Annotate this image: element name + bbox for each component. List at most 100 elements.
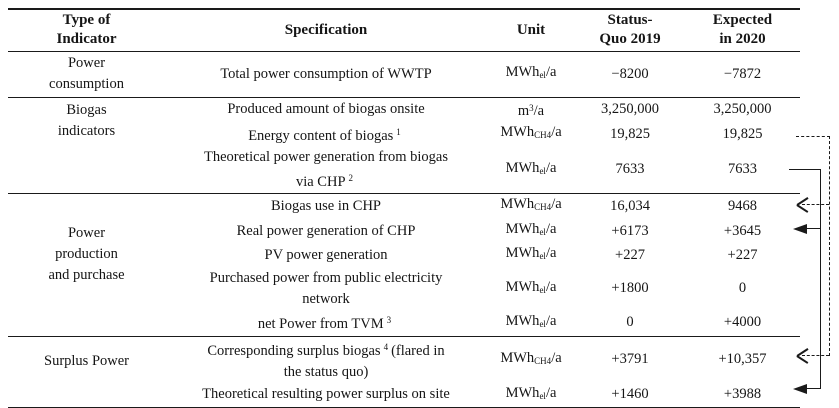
footnote-marker: 2 — [348, 172, 354, 183]
spec-cell: Theoretical power generation from biogas… — [165, 147, 487, 194]
unit-tail: /a — [545, 312, 557, 329]
unit-tail: /a — [551, 196, 562, 213]
section-power-production-and-purchase: Power production and purchase Biogas use… — [8, 193, 800, 336]
spec-cell: Biogas use in CHP — [165, 193, 487, 219]
spec-cell: Theoretical resulting power surplus on s… — [165, 383, 487, 408]
col-header-unit: Unit — [516, 21, 546, 38]
table-row: Theoretical resulting power surplus on s… — [8, 383, 800, 408]
unit-tail: /a — [545, 159, 557, 176]
solid-arrow-branch-line — [805, 388, 821, 389]
value-2019-cell: −8200 — [611, 65, 649, 82]
value-2019-cell: 19,825 — [610, 125, 650, 142]
unit-tail: /a — [545, 278, 557, 295]
table-row: Purchased power from public electricity … — [8, 267, 800, 310]
value-2019-cell: +1800 — [611, 280, 649, 296]
value-2019-cell: +3791 — [611, 351, 649, 367]
unit-superscript: 3 — [529, 102, 534, 113]
spec-text: Real power generation of CHP — [236, 222, 416, 239]
spec-tail-text: (flared in the status quo) — [283, 342, 445, 380]
unit-tail: /a — [551, 124, 562, 140]
indicator-cell: Surplus Power — [44, 353, 129, 369]
unit-text: m — [517, 102, 530, 119]
solid-arrow-branch-line — [805, 228, 821, 229]
value-2019-cell: 3,250,000 — [601, 101, 659, 117]
unit-tail: /a — [533, 102, 545, 119]
spec-text: Total power consumption of WWTP — [220, 65, 432, 82]
filled-arrowhead-icon — [793, 383, 807, 394]
unit-subscript: CH4 — [534, 355, 552, 366]
spec-cell: Total power consumption of WWTP — [165, 51, 487, 97]
unit-text: MWh — [500, 196, 535, 213]
unit-cell: MWhel/a — [487, 147, 575, 194]
table-row: net Power from TVM 3 MWhel/a 0 +4000 — [8, 310, 800, 336]
table-row: Power production and purchase Biogas use… — [8, 193, 800, 283]
spec-cell: Real power generation of CHP — [165, 219, 487, 243]
table-row: Surplus Power Corresponding surplus biog… — [8, 336, 800, 383]
unit-tail: /a — [545, 384, 557, 401]
col-header-type-of-indicator: Type of Indicator — [56, 12, 117, 48]
unit-cell: MWhel/a — [487, 267, 575, 310]
unit-subscript: el — [539, 70, 546, 80]
value-2019-cell: +227 — [615, 246, 645, 263]
unit-text: MWh — [505, 245, 540, 261]
spec-text: Energy content of biogas — [248, 127, 394, 144]
value-2020-cell: 0 — [738, 280, 747, 296]
spec-text: Corresponding surplus biogas — [207, 342, 381, 359]
spec-text: net Power from TVM — [257, 316, 384, 333]
unit-subscript: CH4 — [534, 202, 552, 213]
value-2019-cell: 0 — [626, 314, 634, 331]
spec-cell: Purchased power from public electricity … — [165, 267, 487, 310]
unit-text: MWh — [500, 124, 535, 140]
section-surplus-power: Surplus Power Corresponding surplus biog… — [8, 336, 800, 408]
open-arrowhead-icon — [797, 198, 810, 212]
unit-cell: MWhel/a — [487, 243, 575, 267]
unit-text: MWh — [505, 64, 540, 80]
unit-cell: MWhel/a — [487, 383, 575, 408]
table-row: Biogas indicators Produced amount of bio… — [8, 97, 800, 139]
value-2020-cell: 19,825 — [722, 125, 763, 142]
dashed-arrow-vertical-line — [829, 136, 830, 356]
unit-text: MWh — [505, 312, 540, 329]
table-row: PV power generation MWhel/a +227 +227 — [8, 243, 800, 267]
col-header-specification: Specification — [284, 21, 368, 38]
section-power-consumption: Power consumption Total power consumptio… — [8, 51, 800, 97]
unit-cell: MWhel/a — [487, 310, 575, 336]
spec-cell: Energy content of biogas 1 — [165, 122, 487, 147]
spec-cell: Produced amount of biogas onsite — [165, 97, 487, 122]
spec-text: Produced amount of biogas onsite — [227, 101, 425, 117]
value-2019-cell: +1460 — [611, 386, 649, 402]
value-2020-cell: 3,250,000 — [713, 101, 772, 117]
unit-tail: /a — [545, 64, 557, 80]
value-2019-cell: 7633 — [615, 161, 645, 177]
filled-arrowhead-icon — [793, 223, 807, 234]
header-row: Type of Indicator Specification Unit Sta… — [8, 9, 800, 51]
footnote-marker: 1 — [396, 126, 401, 137]
dashed-arrow-branch-line — [802, 355, 829, 356]
spec-cell: PV power generation — [165, 243, 487, 267]
unit-cell: MWhel/a — [487, 219, 575, 243]
table-row: Theoretical power generation from biogas… — [8, 147, 800, 194]
unit-subscript: CH4 — [534, 130, 552, 140]
spec-text: Biogas use in CHP — [271, 197, 381, 214]
indicator-cell: Power production and purchase — [48, 225, 125, 283]
unit-text: MWh — [505, 221, 540, 237]
unit-tail: /a — [545, 221, 557, 237]
table-row: Energy content of biogas 1 MWhCH4/a 19,82… — [8, 122, 800, 147]
value-2020-cell: +3645 — [723, 222, 762, 239]
unit-cell: MWhCH4/a — [487, 122, 575, 147]
indicator-cell: Power consumption — [49, 55, 124, 92]
value-2020-cell: +4000 — [723, 314, 762, 331]
table-row: Power consumption Total power consumptio… — [8, 51, 800, 97]
unit-subscript: el — [539, 284, 546, 295]
spec-text: Purchased power from public electricity … — [209, 269, 443, 307]
spec-text: PV power generation — [264, 246, 388, 263]
unit-tail: /a — [545, 245, 557, 261]
value-2020-cell: +10,357 — [718, 351, 767, 367]
unit-text: MWh — [505, 384, 540, 401]
unit-cell: m3/a — [487, 97, 575, 122]
unit-cell: MWhel/a — [487, 51, 575, 97]
value-2020-cell: +227 — [727, 246, 758, 263]
table-row: Real power generation of CHP MWhel/a +61… — [8, 219, 800, 243]
dashed-arrow-branch-line — [802, 204, 829, 205]
spec-text: Theoretical resulting power surplus on s… — [202, 386, 450, 402]
